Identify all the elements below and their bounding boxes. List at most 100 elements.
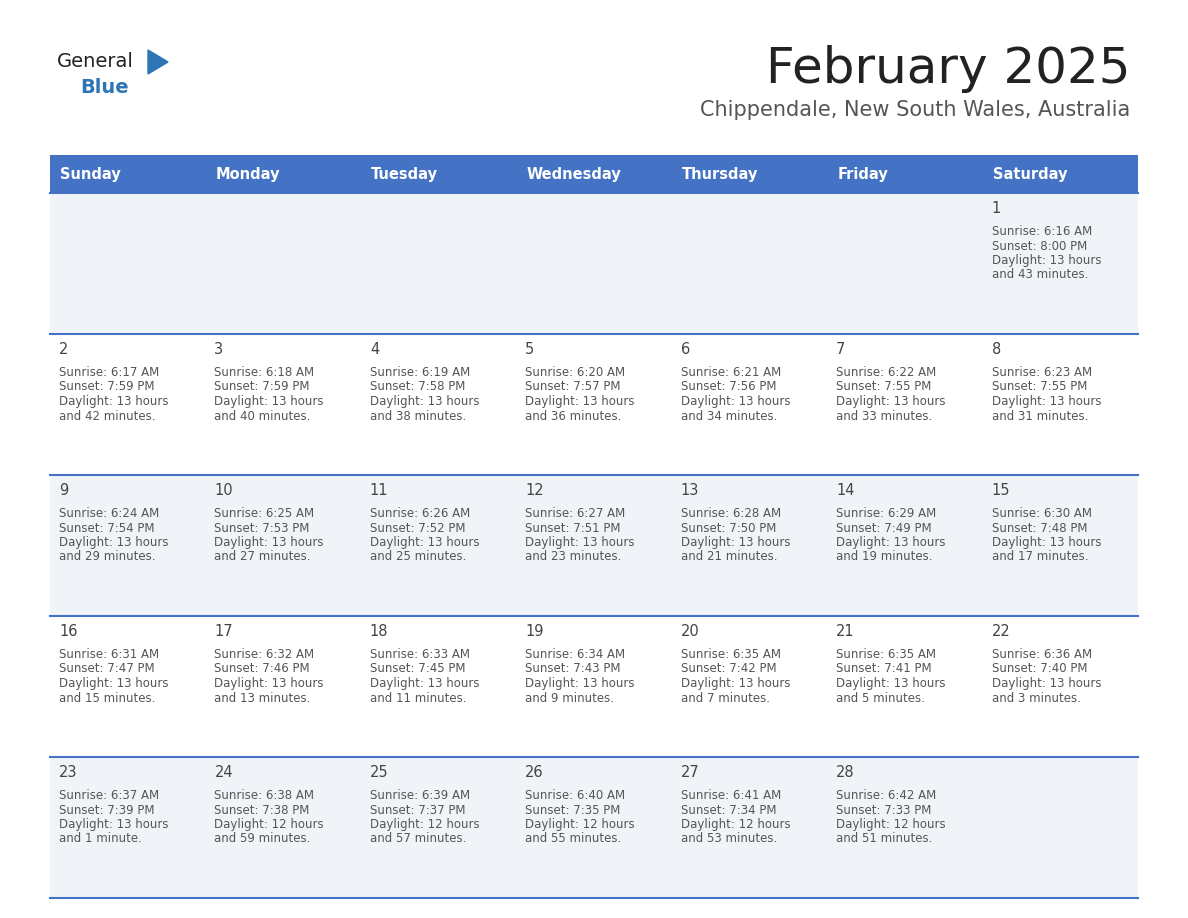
Text: Sunset: 7:45 PM: Sunset: 7:45 PM — [369, 663, 466, 676]
Text: 17: 17 — [214, 624, 233, 639]
Text: Sunset: 7:47 PM: Sunset: 7:47 PM — [59, 663, 154, 676]
Text: and 33 minutes.: and 33 minutes. — [836, 409, 933, 422]
Text: and 57 minutes.: and 57 minutes. — [369, 833, 466, 845]
Text: Sunset: 7:54 PM: Sunset: 7:54 PM — [59, 521, 154, 534]
Text: Sunrise: 6:40 AM: Sunrise: 6:40 AM — [525, 789, 625, 802]
Text: Sunset: 7:39 PM: Sunset: 7:39 PM — [59, 803, 154, 816]
Text: Sunrise: 6:31 AM: Sunrise: 6:31 AM — [59, 648, 159, 661]
Text: and 36 minutes.: and 36 minutes. — [525, 409, 621, 422]
Text: and 40 minutes.: and 40 minutes. — [214, 409, 311, 422]
Text: Daylight: 13 hours: Daylight: 13 hours — [992, 536, 1101, 549]
Bar — [50, 193, 1138, 334]
Text: and 51 minutes.: and 51 minutes. — [836, 833, 933, 845]
Text: Daylight: 12 hours: Daylight: 12 hours — [836, 818, 946, 831]
Text: and 55 minutes.: and 55 minutes. — [525, 833, 621, 845]
Text: and 43 minutes.: and 43 minutes. — [992, 268, 1088, 282]
Text: Sunrise: 6:23 AM: Sunrise: 6:23 AM — [992, 366, 1092, 379]
Text: 20: 20 — [681, 624, 700, 639]
Text: and 42 minutes.: and 42 minutes. — [59, 409, 156, 422]
Text: Sunset: 7:35 PM: Sunset: 7:35 PM — [525, 803, 620, 816]
Text: 27: 27 — [681, 765, 700, 780]
Text: Sunset: 7:48 PM: Sunset: 7:48 PM — [992, 521, 1087, 534]
Bar — [517, 155, 671, 193]
Text: 16: 16 — [59, 624, 77, 639]
Text: 12: 12 — [525, 483, 544, 498]
Text: and 11 minutes.: and 11 minutes. — [369, 691, 467, 704]
Text: February 2025: February 2025 — [765, 45, 1130, 93]
Text: 22: 22 — [992, 624, 1010, 639]
Text: Sunrise: 6:29 AM: Sunrise: 6:29 AM — [836, 507, 936, 520]
Text: Sunrise: 6:38 AM: Sunrise: 6:38 AM — [214, 789, 315, 802]
Text: 5: 5 — [525, 342, 535, 357]
Text: Daylight: 13 hours: Daylight: 13 hours — [836, 677, 946, 690]
Bar — [50, 616, 1138, 757]
Text: and 23 minutes.: and 23 minutes. — [525, 551, 621, 564]
Text: Sunrise: 6:22 AM: Sunrise: 6:22 AM — [836, 366, 936, 379]
Text: Daylight: 13 hours: Daylight: 13 hours — [525, 677, 634, 690]
Text: Sunset: 7:51 PM: Sunset: 7:51 PM — [525, 521, 621, 534]
Text: and 25 minutes.: and 25 minutes. — [369, 551, 466, 564]
Text: Sunrise: 6:42 AM: Sunrise: 6:42 AM — [836, 789, 936, 802]
Text: Sunset: 7:43 PM: Sunset: 7:43 PM — [525, 663, 621, 676]
Text: Daylight: 13 hours: Daylight: 13 hours — [369, 395, 479, 408]
Text: and 31 minutes.: and 31 minutes. — [992, 409, 1088, 422]
Text: 28: 28 — [836, 765, 855, 780]
Text: 2: 2 — [59, 342, 69, 357]
Text: Sunrise: 6:19 AM: Sunrise: 6:19 AM — [369, 366, 470, 379]
Text: Sunset: 7:50 PM: Sunset: 7:50 PM — [681, 521, 776, 534]
Text: 3: 3 — [214, 342, 223, 357]
Text: Sunset: 7:58 PM: Sunset: 7:58 PM — [369, 380, 466, 394]
Text: Sunset: 7:40 PM: Sunset: 7:40 PM — [992, 663, 1087, 676]
Text: Sunrise: 6:34 AM: Sunrise: 6:34 AM — [525, 648, 625, 661]
Text: Sunset: 7:42 PM: Sunset: 7:42 PM — [681, 663, 776, 676]
Text: Sunrise: 6:26 AM: Sunrise: 6:26 AM — [369, 507, 470, 520]
Bar — [50, 475, 1138, 616]
Text: Sunrise: 6:21 AM: Sunrise: 6:21 AM — [681, 366, 781, 379]
Text: 6: 6 — [681, 342, 690, 357]
Text: Sunrise: 6:20 AM: Sunrise: 6:20 AM — [525, 366, 625, 379]
Text: Saturday: Saturday — [992, 166, 1067, 182]
Text: Sunset: 7:55 PM: Sunset: 7:55 PM — [836, 380, 931, 394]
Text: Monday: Monday — [215, 166, 280, 182]
Text: and 3 minutes.: and 3 minutes. — [992, 691, 1080, 704]
Text: and 13 minutes.: and 13 minutes. — [214, 691, 311, 704]
Text: Daylight: 13 hours: Daylight: 13 hours — [992, 254, 1101, 267]
Text: Daylight: 13 hours: Daylight: 13 hours — [369, 536, 479, 549]
Text: Sunrise: 6:37 AM: Sunrise: 6:37 AM — [59, 789, 159, 802]
Text: Sunset: 7:37 PM: Sunset: 7:37 PM — [369, 803, 466, 816]
Text: Daylight: 13 hours: Daylight: 13 hours — [369, 677, 479, 690]
Text: Wednesday: Wednesday — [526, 166, 621, 182]
Text: and 27 minutes.: and 27 minutes. — [214, 551, 311, 564]
Text: Sunrise: 6:17 AM: Sunrise: 6:17 AM — [59, 366, 159, 379]
Text: 13: 13 — [681, 483, 699, 498]
Text: Daylight: 12 hours: Daylight: 12 hours — [369, 818, 480, 831]
Text: Sunrise: 6:36 AM: Sunrise: 6:36 AM — [992, 648, 1092, 661]
Text: Sunrise: 6:33 AM: Sunrise: 6:33 AM — [369, 648, 470, 661]
Text: Sunrise: 6:41 AM: Sunrise: 6:41 AM — [681, 789, 781, 802]
Text: 14: 14 — [836, 483, 854, 498]
Text: and 5 minutes.: and 5 minutes. — [836, 691, 925, 704]
Text: Daylight: 13 hours: Daylight: 13 hours — [59, 677, 169, 690]
Text: General: General — [57, 52, 134, 71]
Text: Sunset: 7:52 PM: Sunset: 7:52 PM — [369, 521, 466, 534]
Bar — [671, 155, 827, 193]
Text: Daylight: 13 hours: Daylight: 13 hours — [59, 395, 169, 408]
Text: 18: 18 — [369, 624, 388, 639]
Text: 11: 11 — [369, 483, 388, 498]
Bar — [50, 757, 1138, 898]
Text: Sunrise: 6:30 AM: Sunrise: 6:30 AM — [992, 507, 1092, 520]
Text: Sunset: 7:41 PM: Sunset: 7:41 PM — [836, 663, 931, 676]
Text: Daylight: 13 hours: Daylight: 13 hours — [836, 536, 946, 549]
Text: Daylight: 12 hours: Daylight: 12 hours — [525, 818, 634, 831]
Text: Sunrise: 6:27 AM: Sunrise: 6:27 AM — [525, 507, 626, 520]
Text: Sunset: 7:33 PM: Sunset: 7:33 PM — [836, 803, 931, 816]
Text: and 9 minutes.: and 9 minutes. — [525, 691, 614, 704]
Text: Sunrise: 6:25 AM: Sunrise: 6:25 AM — [214, 507, 315, 520]
Text: Thursday: Thursday — [682, 166, 758, 182]
Text: 26: 26 — [525, 765, 544, 780]
Text: Daylight: 13 hours: Daylight: 13 hours — [992, 677, 1101, 690]
Text: Daylight: 13 hours: Daylight: 13 hours — [681, 536, 790, 549]
Text: Blue: Blue — [80, 78, 128, 97]
Text: 24: 24 — [214, 765, 233, 780]
Text: Sunrise: 6:24 AM: Sunrise: 6:24 AM — [59, 507, 159, 520]
